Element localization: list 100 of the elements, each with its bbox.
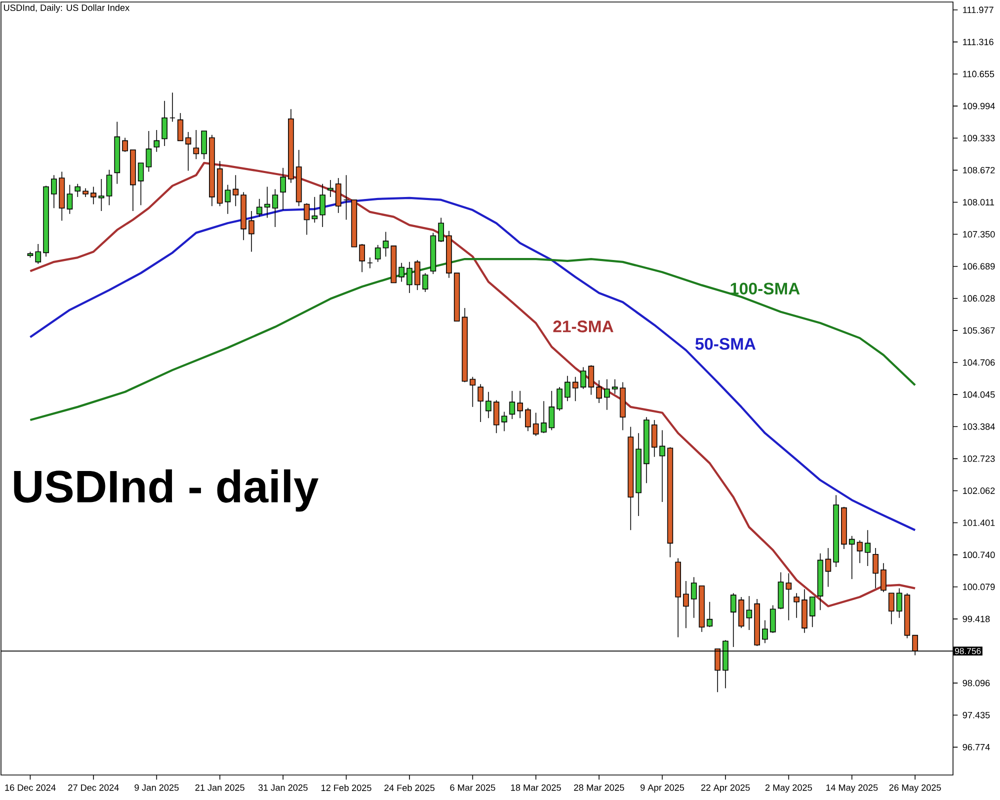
candlestick: [525, 407, 531, 432]
candlestick: [232, 174, 239, 207]
candlestick: [493, 400, 500, 434]
annotation: USDInd - daily: [14, 469, 318, 512]
candlestick: [501, 411, 508, 432]
series-label: 50-SMA: [695, 338, 756, 350]
candlestick: [304, 202, 310, 236]
y-tick-label: 102.723: [963, 455, 995, 462]
y-tick-label: 108.672: [963, 166, 995, 174]
candlestick: [864, 530, 871, 566]
candlestick: [604, 378, 610, 410]
candlestick: [359, 244, 365, 273]
y-tick-label: 102.062: [963, 488, 995, 494]
candlestick: [762, 620, 768, 644]
candlestick: [690, 576, 697, 618]
candlestick: [588, 364, 594, 396]
y-tick-label: 103.384: [963, 423, 995, 430]
x-tick-label: 28 Mar 2025: [574, 784, 624, 791]
candlestick: [312, 196, 318, 224]
x-tick-label: 26 May 2025: [889, 784, 941, 793]
x-tick-label: 21 Jan 2025: [195, 784, 244, 791]
y-tick-label: 99.418: [962, 616, 990, 622]
candlestick: [730, 592, 736, 648]
candlestick: [185, 132, 192, 172]
candlestick: [470, 376, 476, 408]
y-tick-label: 109.333: [963, 134, 995, 142]
y-tick-label: 105.367: [963, 327, 995, 334]
series-label: 100-SMA: [730, 282, 800, 294]
candlestick: [35, 244, 42, 264]
candlestick: [596, 380, 602, 404]
chart-title: USDInd, Daily: US Dollar Index: [4, 4, 130, 13]
candlestick: [896, 588, 902, 618]
candlestick: [612, 378, 618, 394]
candlestick: [486, 391, 492, 418]
candlestick: [146, 130, 152, 172]
candlestick: [651, 420, 658, 458]
candlestick: [880, 562, 886, 593]
candlestick: [98, 178, 104, 212]
candlestick: [320, 183, 326, 228]
x-tick-label: 31 Jan 2025: [258, 784, 308, 791]
candlestick: [256, 198, 262, 218]
candlestick: [414, 260, 420, 290]
y-tick-label: 110.655: [963, 70, 994, 78]
y-tick-label: 106.689: [963, 263, 995, 270]
candlestick: [706, 601, 713, 628]
y-tick-label: 97.435: [962, 712, 990, 718]
candlestick: [872, 548, 879, 589]
candlestick: [517, 390, 523, 418]
x-tick-label: 16 Dec 2024: [5, 784, 56, 791]
candlestick: [659, 430, 666, 502]
candlestick: [406, 262, 412, 294]
candlestick: [572, 376, 578, 402]
candlestick: [438, 217, 444, 242]
y-tick-label: 98.096: [962, 680, 990, 686]
candlestick: [170, 92, 176, 122]
candlestick: [66, 184, 73, 214]
candlestick: [280, 167, 286, 210]
y-tick-label: 111.977: [963, 6, 994, 14]
x-tick-label: 22 Apr 2025: [701, 784, 750, 793]
candlestick: [343, 174, 350, 220]
y-tick-label: 104.045: [963, 391, 995, 398]
candlestick: [422, 272, 428, 292]
candlestick: [264, 186, 270, 218]
x-tick-label: 6 Mar 2025: [450, 784, 496, 791]
candlestick: [746, 596, 752, 630]
candlestick: [193, 130, 200, 160]
y-tick-label: 109.994: [963, 102, 995, 110]
candlestick: [106, 169, 112, 206]
candlestick: [328, 180, 334, 198]
x-tick-label: 9 Apr 2025: [640, 784, 684, 793]
x-tick-label: 12 Feb 2025: [321, 784, 372, 792]
candlestick: [848, 536, 855, 580]
candlestick: [154, 130, 160, 152]
candlestick: [162, 100, 168, 146]
y-tick-label: 111.316: [963, 38, 994, 46]
x-tick-label: 27 Dec 2024: [68, 784, 119, 791]
candlestick: [122, 137, 128, 152]
candlestick: [398, 262, 404, 282]
candlestick: [138, 162, 144, 206]
candlestick: [177, 112, 184, 142]
candlestick: [856, 540, 863, 564]
candlestick: [382, 231, 389, 257]
candlestick: [564, 375, 570, 402]
x-tick-label: 18 Mar 2025: [511, 784, 561, 791]
x-tick-label: 2 May 2025: [765, 784, 812, 793]
y-tick-label: 106.028: [963, 295, 995, 302]
y-tick-label: 100.079: [963, 584, 995, 590]
candlestick: [478, 384, 484, 422]
candlestick: [540, 400, 547, 434]
candlestick: [74, 183, 81, 198]
candlestick: [90, 186, 96, 205]
y-tick-label: 108.011: [963, 199, 994, 206]
x-tick-label: 24 Feb 2025: [384, 784, 435, 792]
candlestick: [201, 130, 207, 160]
candlestick: [335, 178, 342, 214]
y-tick-label: 101.401: [963, 520, 995, 526]
candlestick: [548, 390, 555, 431]
candlestick: [556, 386, 562, 412]
candlestick: [532, 412, 539, 436]
candlestick: [374, 244, 381, 262]
